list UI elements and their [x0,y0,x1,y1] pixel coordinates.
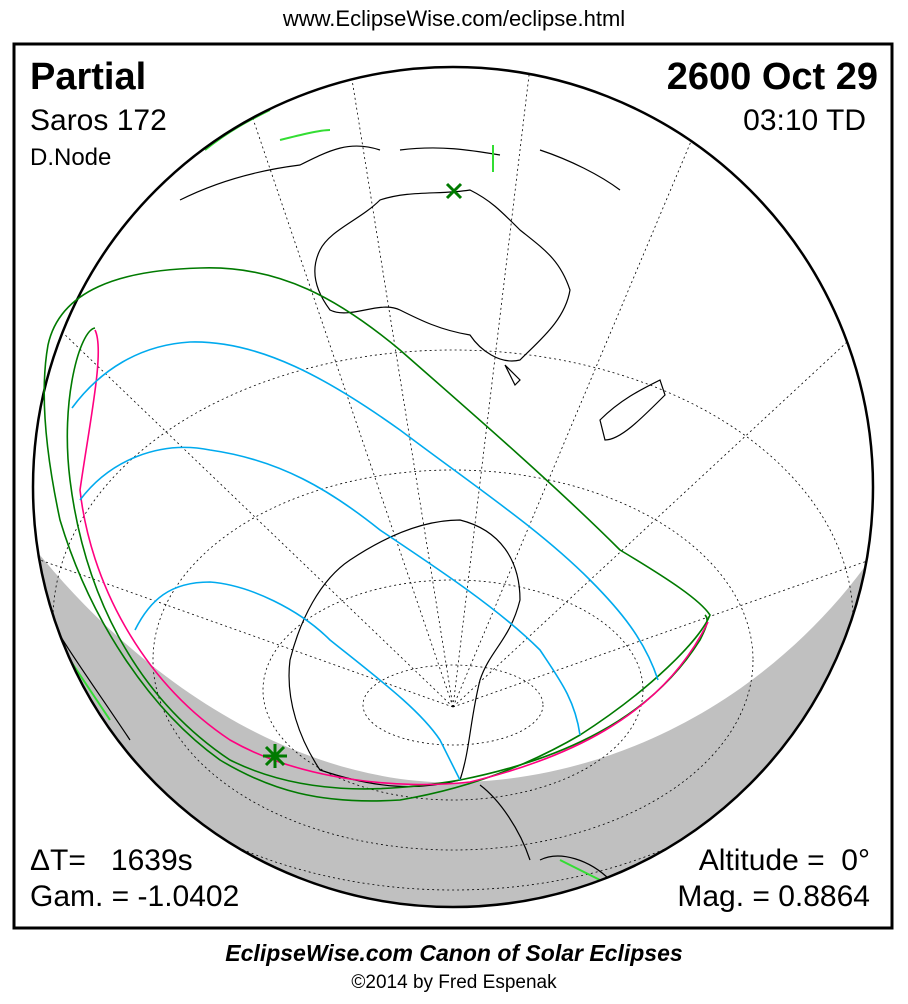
penumbral-limit-outer [43,267,711,802]
asterisk-sun-icon [263,744,287,768]
coastlines [39,145,666,881]
cyan-curve-3 [134,581,461,781]
altitude: Altitude = 0° [698,844,870,877]
globe-outline [31,65,875,909]
x-mark-icon [445,182,463,200]
eclipse-time: 03:10 TD [743,104,866,137]
eclipse-type: Partial [30,56,147,98]
magnitude: Mag. = 0.8864 [677,880,870,913]
eclipse-date: 2600 Oct 29 [666,56,878,98]
magenta-limit [79,329,709,786]
eclipse-curves [43,267,711,802]
cyan-curve-1 [71,341,659,681]
cyan-curve-2 [79,446,581,736]
source-url: www.EclipseWise.com/eclipse.html [282,6,626,31]
saros-number: Saros 172 [30,104,167,137]
gamma: Gam. = -1.0402 [30,880,240,913]
copyright: ©2014 by Fred Espenak [351,972,557,993]
delta-t: ΔT= 1639s [30,844,193,877]
node: D.Node [30,144,112,171]
canon-title: EclipseWise.com Canon of Solar Eclipses [225,940,683,966]
